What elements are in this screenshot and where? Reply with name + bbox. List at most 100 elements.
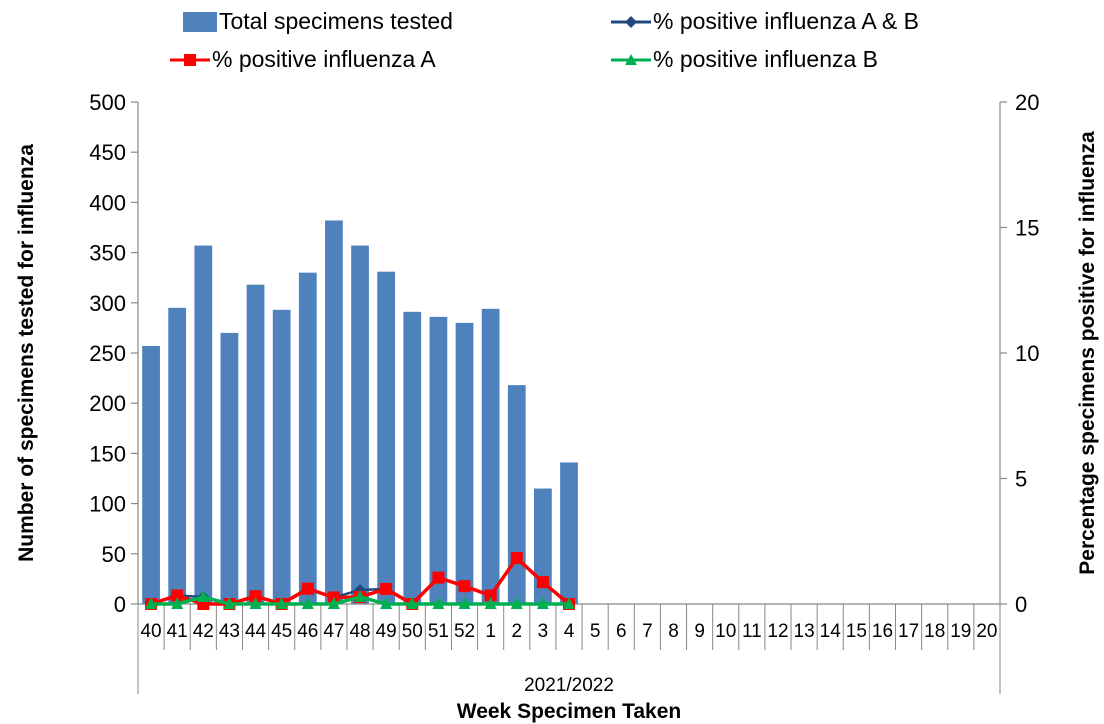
right-axis-tick-label: 15 [1015,216,1039,241]
x-axis-tick-label: 13 [794,621,815,642]
bar [403,311,422,604]
x-axis-tick-label: 50 [402,621,423,642]
legend-label: Total specimens tested [219,8,453,34]
right-axis-tick-label: 10 [1015,341,1039,366]
left-axis-tick-label: 100 [89,492,126,517]
bar [298,272,317,604]
x-axis-tick-label: 49 [376,621,397,642]
x-axis-tick-label: 6 [616,621,627,642]
x-axis-tick-label: 52 [454,621,475,642]
data-point-triangle [145,597,158,609]
legend-square-swatch [170,53,210,66]
data-point-square [301,582,314,595]
right-axis-tick-label: 20 [1015,90,1039,115]
data-point-square [171,589,184,602]
left-axis-tick-label: 250 [89,341,126,366]
x-axis-tick-label: 3 [538,621,549,642]
left-axis-tick-label: 50 [102,542,126,567]
x-axis-tick-label: 47 [323,621,344,642]
x-axis-group-label: 2021/2022 [524,675,614,696]
left-axis-tick-label: 350 [89,241,126,266]
data-point-triangle [275,597,288,609]
y-axis-title: Number of specimens tested for influenza [15,144,38,562]
x-axis-tick-label: 14 [820,621,842,642]
x-axis-tick-label: 5 [590,621,601,642]
x-axis-tick-label: 42 [193,621,214,642]
bar [272,309,291,604]
legend-label: % positive influenza B [653,46,879,72]
x-axis-tick-label: 1 [485,621,496,642]
x-axis-tick-label: 2 [511,621,522,642]
left-axis-tick-label: 500 [89,90,126,115]
data-point-square [458,580,471,593]
legend-item-pct-ab: % positive influenza A & B [611,8,919,35]
right-axis-tick-label: 5 [1015,467,1027,492]
x-axis-tick-label: 12 [767,621,788,642]
data-point-triangle [380,597,393,609]
x-axis-tick-label: 17 [898,621,919,642]
bar [455,322,474,604]
bar [220,332,239,604]
x-axis-tick-label: 41 [167,621,188,642]
x-axis-tick-label: 40 [140,621,161,642]
legend-triangle-swatch [611,53,651,65]
x-axis-tick-label: 46 [297,621,318,642]
x-axis-tick-label: 43 [219,621,240,642]
x-axis-tick-label: 51 [428,621,449,642]
data-point-triangle [406,597,419,609]
bar [507,385,526,604]
x-axis-tick-label: 11 [742,621,762,642]
left-axis-tick-label: 450 [89,140,126,165]
bar [377,271,396,604]
bar [429,316,448,604]
bar [168,307,187,604]
left-axis-tick-label: 200 [89,391,126,416]
x-axis-tick-label: 18 [924,621,945,642]
legend-item-pct-b: % positive influenza B [611,46,878,73]
data-point-square [510,552,523,565]
data-point-triangle [197,589,210,602]
data-point-square [432,571,445,584]
bar [325,220,343,605]
right-axis-tick-label: 0 [1015,592,1027,617]
data-point-square [484,589,497,602]
y2-axis-title: Percentage specimens positive for influe… [1076,131,1099,575]
x-axis-title: Week Specimen Taken [457,700,682,723]
data-point-triangle [171,597,184,609]
x-axis-tick-label: 4 [564,621,575,642]
x-axis-tick-label: 15 [846,621,867,642]
x-axis-tick-label: 20 [976,621,997,642]
bar [481,308,500,604]
left-axis-tick-label: 150 [89,441,126,466]
data-point-triangle [354,589,367,602]
chart-legend: Total specimens tested % positive influe… [0,0,1104,90]
legend-label: % positive influenza A & B [653,8,919,34]
bar [194,245,213,604]
x-axis-tick-label: 44 [245,621,267,642]
left-axis-tick-label: 300 [89,291,126,316]
data-point-triangle [484,597,497,609]
bar [351,245,369,604]
legend-item-pct-a: % positive influenza A [170,46,436,73]
x-axis-tick-label: 45 [271,621,292,642]
data-point-triangle [458,597,471,609]
data-point-triangle [536,597,549,609]
x-axis-tick-label: 16 [872,621,893,642]
left-axis-tick-label: 400 [89,190,126,215]
bar [560,462,578,604]
data-point-triangle [327,597,340,609]
x-axis-tick-label: 7 [642,621,653,642]
data-point-square [249,590,262,603]
x-axis-tick-label: 8 [668,621,679,642]
x-axis-tick-label: 19 [950,621,971,642]
x-axis-tick-label: 48 [349,621,370,642]
left-axis-tick-label: 0 [114,592,126,617]
legend-item-total-specimens: Total specimens tested [183,8,453,35]
data-point-triangle [249,597,262,609]
data-point-triangle [563,597,575,609]
data-point-triangle [510,597,523,609]
data-point-triangle [223,597,236,609]
x-axis-tick-label: 10 [715,621,736,642]
data-point-triangle [432,597,445,609]
